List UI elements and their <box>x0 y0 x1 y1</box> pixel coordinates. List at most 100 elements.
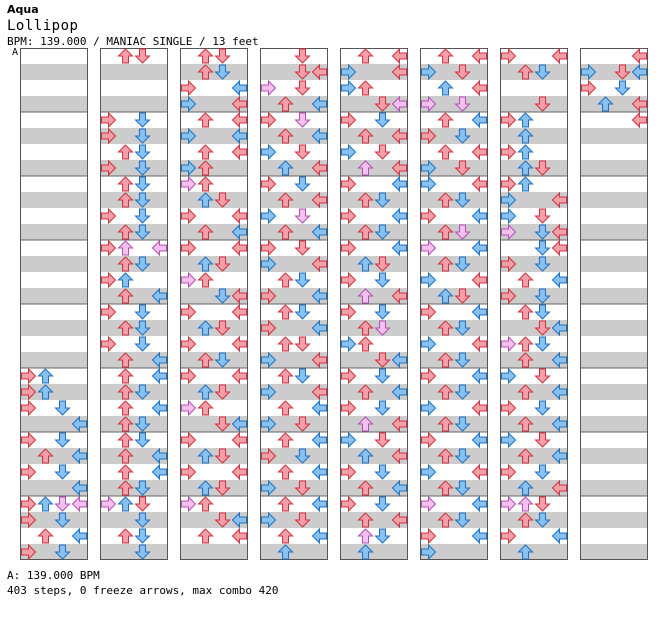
beat-stripe <box>260 480 328 496</box>
arrow-left-icon <box>181 335 197 353</box>
arrow-left-icon <box>421 367 437 385</box>
arrow-right-icon <box>311 399 327 417</box>
arrow-up-icon <box>614 64 631 80</box>
arrow-down-icon <box>357 80 374 96</box>
beat-stripe <box>420 64 488 80</box>
beat-stripe <box>500 352 568 368</box>
arrow-up-icon <box>134 160 151 176</box>
arrow-up-icon <box>294 144 311 160</box>
arrow-left-icon <box>341 335 357 353</box>
arrow-left-icon <box>581 63 597 81</box>
arrow-up-icon <box>374 224 391 240</box>
arrow-right-icon <box>551 527 567 545</box>
arrow-right-icon <box>551 447 567 465</box>
arrow-up-icon <box>54 400 71 416</box>
arrow-left-icon <box>341 367 357 385</box>
arrow-down-icon <box>437 192 454 208</box>
arrow-down-icon <box>197 256 214 272</box>
arrow-left-icon <box>421 335 437 353</box>
arrow-up-icon <box>134 512 151 528</box>
beat-stripe <box>100 320 168 336</box>
beat-stripe <box>420 256 488 272</box>
beat-stripe <box>180 544 248 560</box>
arrow-down-icon <box>357 544 374 560</box>
arrow-down-icon <box>117 464 134 480</box>
artist-name: Aqua <box>7 3 39 16</box>
arrow-up-icon <box>54 432 71 448</box>
arrow-up-icon <box>374 144 391 160</box>
arrow-left-icon <box>501 399 517 417</box>
arrow-right-icon <box>551 319 567 337</box>
beat-stripe <box>100 448 168 464</box>
arrow-right-icon <box>71 527 87 545</box>
arrow-left-icon <box>421 127 437 145</box>
arrow-up-icon <box>294 336 311 352</box>
beat-stripe <box>20 320 88 336</box>
arrow-up-icon <box>534 464 551 480</box>
arrow-down-icon <box>517 176 534 192</box>
beat-stripe <box>340 192 408 208</box>
arrow-left-icon <box>101 127 117 145</box>
beat-stripe <box>500 448 568 464</box>
chart-column <box>20 48 88 561</box>
arrow-up-icon <box>214 384 231 400</box>
arrow-down-icon <box>517 512 534 528</box>
column-border <box>340 48 408 560</box>
arrow-left-icon <box>101 239 117 257</box>
arrow-right-icon <box>391 175 407 193</box>
arrow-down-icon <box>437 224 454 240</box>
arrow-up-icon <box>534 320 551 336</box>
beat-stripe <box>420 288 488 304</box>
arrow-down-icon <box>517 480 534 496</box>
beat-stripe <box>260 160 328 176</box>
arrow-down-icon <box>517 352 534 368</box>
arrow-right-icon <box>391 95 407 113</box>
arrow-left-icon <box>501 287 517 305</box>
arrow-right-icon <box>311 463 327 481</box>
arrow-up-icon <box>134 304 151 320</box>
arrow-right-icon <box>231 223 247 241</box>
arrow-up-icon <box>454 256 471 272</box>
arrow-right-icon <box>231 143 247 161</box>
arrow-right-icon <box>231 303 247 321</box>
arrow-up-icon <box>374 112 391 128</box>
arrow-right-icon <box>151 367 167 385</box>
arrow-left-icon <box>501 527 517 545</box>
beat-stripe <box>340 448 408 464</box>
arrow-up-icon <box>54 512 71 528</box>
arrow-left-icon <box>341 79 357 97</box>
beat-stripe <box>100 352 168 368</box>
arrow-up-icon <box>134 144 151 160</box>
arrow-up-icon <box>134 336 151 352</box>
arrow-up-icon <box>294 48 311 64</box>
arrow-down-icon <box>197 176 214 192</box>
beat-stripe <box>580 320 648 336</box>
arrow-right-icon <box>231 335 247 353</box>
arrow-left-icon <box>21 463 37 481</box>
arrow-up-icon <box>454 224 471 240</box>
beat-stripe <box>420 96 488 112</box>
arrow-down-icon <box>437 512 454 528</box>
arrow-down-icon <box>277 368 294 384</box>
arrow-down-icon <box>37 448 54 464</box>
beat-stripe <box>260 544 328 560</box>
arrow-right-icon <box>551 223 567 241</box>
arrow-left-icon <box>181 79 197 97</box>
arrow-left-icon <box>341 399 357 417</box>
arrow-up-icon <box>454 512 471 528</box>
beat-stripe <box>20 416 88 432</box>
arrow-down-icon <box>517 544 534 560</box>
arrow-down-icon <box>117 352 134 368</box>
arrow-down-icon <box>357 512 374 528</box>
arrow-left-icon <box>261 415 277 433</box>
arrow-left-icon <box>501 495 517 513</box>
arrow-left-icon <box>261 511 277 529</box>
arrow-left-icon <box>21 367 37 385</box>
arrow-down-icon <box>277 192 294 208</box>
arrow-down-icon <box>277 272 294 288</box>
arrow-up-icon <box>134 320 151 336</box>
arrow-up-icon <box>534 496 551 512</box>
arrow-down-icon <box>117 48 134 64</box>
beat-stripe <box>20 64 88 80</box>
arrow-up-icon <box>454 480 471 496</box>
